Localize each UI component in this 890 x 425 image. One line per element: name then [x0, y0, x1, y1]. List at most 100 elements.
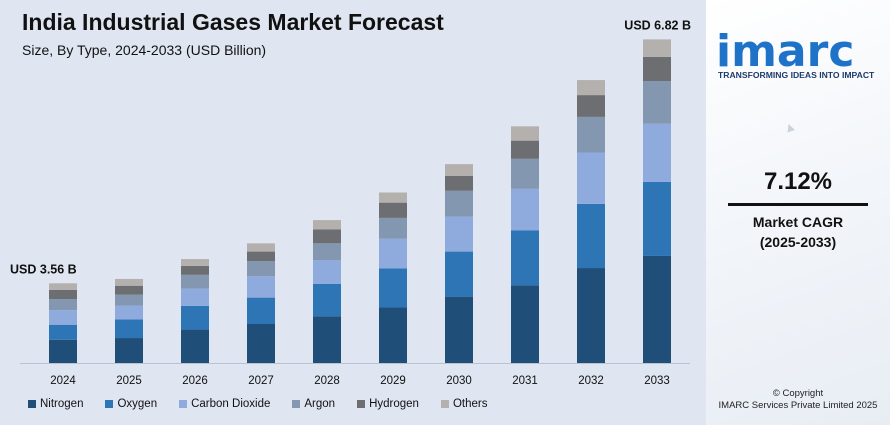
cagr-divider [728, 203, 868, 206]
bar-segment-nitrogen-2033 [643, 255, 671, 363]
bar-segment-carbon-dioxide-2033 [643, 123, 671, 182]
legend-label: Nitrogen [40, 398, 84, 410]
chart-legend: Nitrogen Oxygen Carbon Dioxide Argon Hydroge… [28, 398, 509, 410]
bar-segment-others-2028 [313, 220, 341, 230]
bar-segment-hydrogen-2028 [313, 229, 341, 244]
bar-segment-others-2030 [445, 164, 473, 177]
bar-segment-oxygen-2025 [115, 319, 143, 339]
bar-segment-others-2025 [115, 278, 143, 286]
bar-segment-oxygen-2033 [643, 181, 671, 256]
tagline: TRANSFORMING IDEAS INTO IMPACT [718, 70, 875, 80]
bar-segment-carbon-dioxide-2026 [181, 288, 209, 306]
bar-segment-hydrogen-2031 [511, 140, 539, 159]
bar-segment-others-2031 [511, 126, 539, 141]
legend-swatch [357, 400, 366, 408]
annotation-2033: USD 6.82 B [624, 18, 691, 32]
legend-label: Hydrogen [369, 398, 419, 410]
bar-segment-others-2029 [379, 192, 407, 203]
bar-segment-carbon-dioxide-2030 [445, 216, 473, 252]
bar-segment-nitrogen-2030 [445, 296, 473, 363]
legend-item-hydrogen: Hydrogen [357, 398, 419, 410]
bar-segment-others-2027 [247, 243, 275, 252]
bar-segment-argon-2031 [511, 158, 539, 189]
bar-segment-oxygen-2024 [49, 324, 77, 340]
legend-swatch [440, 400, 449, 408]
chart-subtitle: Size, By Type, 2024-2033 (USD Billion) [22, 42, 267, 58]
bar-segment-oxygen-2030 [445, 251, 473, 297]
x-tick-label-2031: 2031 [512, 375, 538, 387]
bar-segment-hydrogen-2032 [577, 95, 605, 117]
annotation-2024: USD 3.56 B [10, 262, 77, 276]
stacked-bar-chart: 2024 USD 3.56 B 2025 2026 2027 2028 2029 2030 20… [10, 18, 691, 387]
bar-segment-others-2024 [49, 283, 77, 290]
bar-segment-carbon-dioxide-2024 [49, 310, 77, 325]
bar-segment-others-2026 [181, 259, 209, 266]
bar-segment-argon-2028 [313, 243, 341, 261]
legend-item-others: Others [440, 398, 488, 410]
bar-segment-hydrogen-2033 [643, 56, 671, 82]
legend-swatch [28, 400, 36, 408]
legend-swatch [105, 400, 114, 408]
bar-segment-carbon-dioxide-2027 [247, 276, 275, 298]
x-tick-label-2026: 2026 [182, 375, 208, 387]
bar-segment-nitrogen-2029 [379, 307, 407, 363]
bar-segment-oxygen-2026 [181, 305, 209, 330]
bar-segment-argon-2029 [379, 217, 407, 239]
bar-segment-others-2032 [577, 80, 605, 96]
legend-label: Carbon Dioxide [191, 398, 271, 410]
bar-segment-nitrogen-2028 [313, 316, 341, 363]
bar-segment-argon-2033 [643, 81, 671, 124]
legend-label: Argon [304, 398, 336, 410]
x-tick-label-2030: 2030 [446, 375, 472, 387]
chart-title: India Industrial Gases Market Forecast [22, 9, 444, 35]
chart-area: India Industrial Gases Market Forecast S… [0, 0, 706, 425]
bar-segment-oxygen-2027 [247, 297, 275, 325]
bar-segment-nitrogen-2026 [181, 329, 209, 363]
bar-segment-nitrogen-2031 [511, 285, 539, 363]
cagr-period: (2025-2033) [759, 234, 837, 250]
bar-segment-hydrogen-2027 [247, 251, 275, 262]
x-tick-label-2027: 2027 [248, 375, 274, 387]
copyright-line-2: IMARC Services Private Limited 2025 [718, 400, 878, 411]
bar-segment-hydrogen-2029 [379, 202, 407, 218]
cagr-value: 7.12% [763, 168, 833, 195]
bar-segment-hydrogen-2030 [445, 176, 473, 191]
bar-segment-carbon-dioxide-2032 [577, 152, 605, 204]
bar-segment-argon-2025 [115, 294, 143, 306]
cagr-label: Market CAGR [752, 214, 844, 230]
copyright-line-1: © Copyright [772, 388, 824, 399]
bar-segment-carbon-dioxide-2028 [313, 260, 341, 284]
bar-segment-argon-2032 [577, 116, 605, 153]
bar-segment-oxygen-2028 [313, 283, 341, 317]
imarc-logo: imarc [716, 26, 855, 77]
x-tick-label-2025: 2025 [116, 375, 142, 387]
bar-segment-argon-2026 [181, 274, 209, 289]
bar-segment-carbon-dioxide-2031 [511, 188, 539, 231]
bar-segment-hydrogen-2026 [181, 265, 209, 275]
bar-segment-argon-2027 [247, 261, 275, 277]
bar-segment-nitrogen-2024 [49, 339, 77, 363]
side-panel: ▲ imarc TRANSFORMING IDEAS INTO IMPACT 7… [706, 0, 890, 425]
legend-swatch [179, 400, 188, 408]
legend-item-nitrogen: Nitrogen [28, 398, 83, 410]
legend-item-argon: Argon [292, 398, 335, 410]
bar-segment-oxygen-2032 [577, 203, 605, 269]
bar-segment-nitrogen-2025 [115, 338, 143, 363]
bar-segment-carbon-dioxide-2029 [379, 238, 407, 269]
bar-segment-hydrogen-2024 [49, 289, 77, 300]
bar-segment-oxygen-2031 [511, 230, 539, 286]
legend-label: Oxygen [117, 398, 158, 410]
legend-item-carbon-dioxide: Carbon Dioxide [179, 398, 270, 410]
decorative-background: ▲ [783, 119, 797, 136]
x-tick-label-2024: 2024 [50, 375, 76, 387]
bar-segment-others-2033 [643, 39, 671, 57]
legend-swatch [292, 400, 301, 408]
bar-segment-hydrogen-2025 [115, 285, 143, 295]
bar-segment-argon-2030 [445, 190, 473, 217]
bar-segment-nitrogen-2032 [577, 268, 605, 363]
x-tick-label-2032: 2032 [578, 375, 604, 387]
legend-label: Others [452, 398, 488, 410]
x-tick-label-2033: 2033 [644, 375, 670, 387]
bar-segment-carbon-dioxide-2025 [115, 305, 143, 320]
bar-segment-nitrogen-2027 [247, 324, 275, 363]
